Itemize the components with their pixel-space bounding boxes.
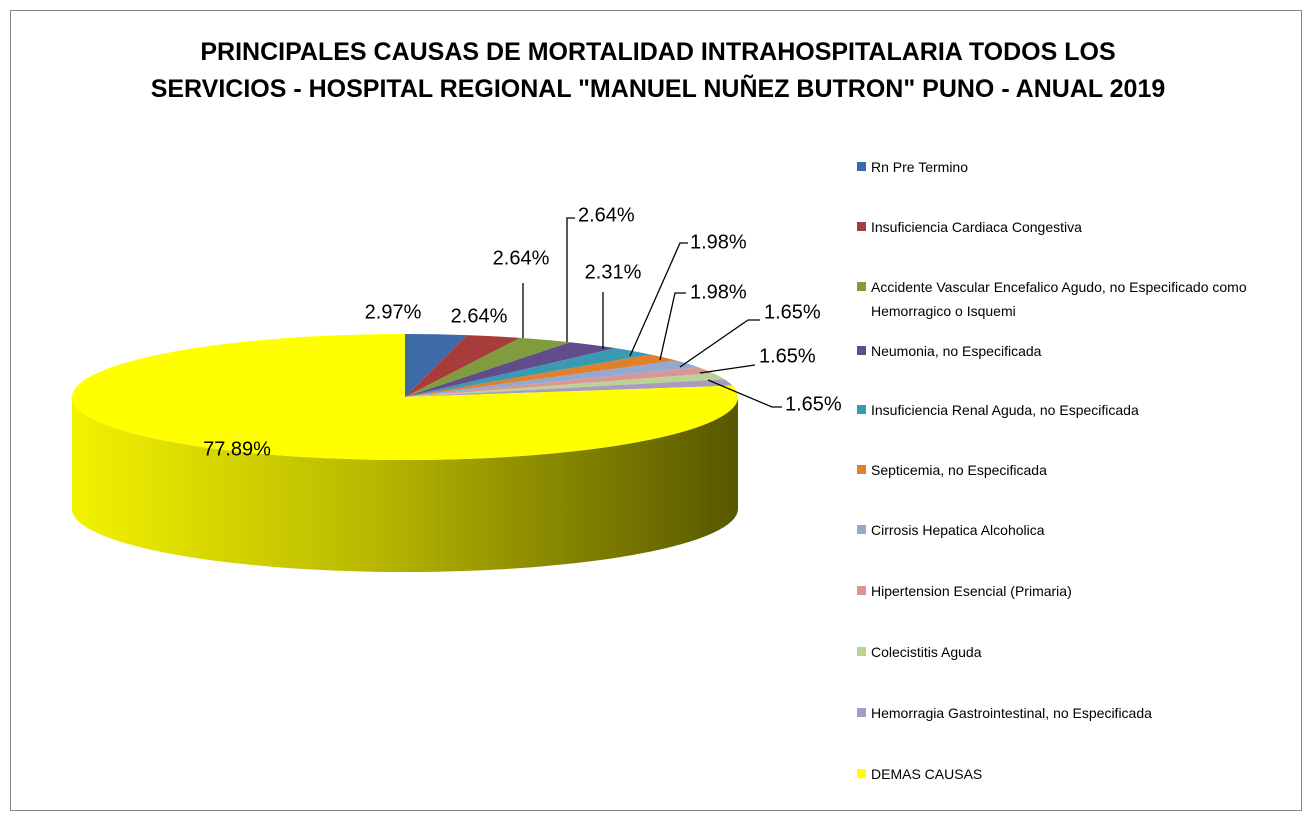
chart-frame [10, 10, 1302, 811]
chart-title: PRINCIPALES CAUSAS DE MORTALIDAD INTRAHO… [150, 38, 1166, 103]
legend-label: Septicemia, no Especificada [871, 462, 1047, 478]
data-label: 1.65% [785, 393, 842, 415]
legend-swatch [857, 162, 866, 171]
legend-label: DEMAS CAUSAS [871, 766, 983, 782]
legend-item: Cirrosis Hepatica Alcoholica [857, 518, 1297, 542]
leader-line [679, 319, 760, 368]
legend-label: Hipertension Esencial (Primaria) [871, 583, 1072, 599]
pie-slice [405, 360, 699, 397]
legend-item: Septicemia, no Especificada [857, 458, 1297, 482]
leader-line [659, 292, 686, 361]
legend-label: Cirrosis Hepatica Alcoholica [871, 522, 1045, 538]
legend-swatch [857, 282, 866, 291]
data-label: 2.31% [585, 261, 642, 283]
legend-swatch [857, 586, 866, 595]
leader-line [566, 217, 575, 342]
legend-item: Insuficiencia Cardiaca Congestiva [857, 215, 1297, 239]
pie-slice [405, 337, 570, 397]
data-label: 2.64% [578, 204, 635, 226]
legend-swatch [857, 465, 866, 474]
pie-slice [405, 335, 520, 397]
legend-swatch [857, 647, 866, 656]
legend-item: Hemorragia Gastrointestinal, no Especifi… [857, 701, 1297, 725]
legend-label: Hemorragia Gastrointestinal, no Especifi… [871, 705, 1152, 721]
legend-item: Insuficiencia Renal Aguda, no Especifica… [857, 398, 1297, 422]
pie-slice [405, 342, 616, 397]
pie-slice [405, 373, 725, 397]
legend-label: Colecistitis Aguda [871, 644, 982, 660]
pie-slice [405, 379, 733, 397]
pie-slice [405, 348, 651, 397]
pie-slice [405, 354, 677, 397]
pie-slice [405, 367, 714, 397]
legend-label: Insuficiencia Renal Aguda, no Especifica… [871, 402, 1139, 418]
legend-label: Rn Pre Termino [871, 159, 969, 175]
legend-swatch [857, 708, 866, 717]
data-label: 2.97% [365, 301, 422, 323]
legend-swatch [857, 405, 866, 414]
data-label: 2.64% [451, 305, 508, 327]
legend-item: DEMAS CAUSAS [857, 762, 1297, 786]
legend-item: Neumonia, no Especificada [857, 339, 1297, 363]
data-label: 1.65% [759, 345, 816, 367]
data-label: 1.98% [690, 231, 747, 253]
legend-label: Accidente Vascular Encefalico Agudo, no … [871, 279, 1247, 319]
data-label: 1.98% [690, 281, 747, 303]
pie-slice [71, 334, 738, 460]
pie-side [72, 397, 738, 572]
data-label: 2.64% [493, 247, 550, 269]
legend-item: Rn Pre Termino [857, 155, 1297, 179]
legend-swatch [857, 525, 866, 534]
legend-swatch [857, 222, 866, 231]
legend-swatch [857, 346, 866, 355]
legend-item: Colecistitis Aguda [857, 640, 1297, 664]
legend-label: Insuficiencia Cardiaca Congestiva [871, 219, 1082, 235]
leader-line [629, 242, 688, 357]
pie-slice [405, 334, 467, 397]
data-label: 1.65% [764, 301, 821, 323]
leader-line [707, 379, 782, 408]
legend-label: Neumonia, no Especificada [871, 343, 1042, 359]
legend-item: Hipertension Esencial (Primaria) [857, 579, 1297, 603]
legend-item: Accidente Vascular Encefalico Agudo, no … [857, 275, 1297, 323]
leader-line [699, 364, 756, 374]
data-label: 77.89% [203, 438, 271, 460]
legend-swatch [857, 769, 866, 778]
